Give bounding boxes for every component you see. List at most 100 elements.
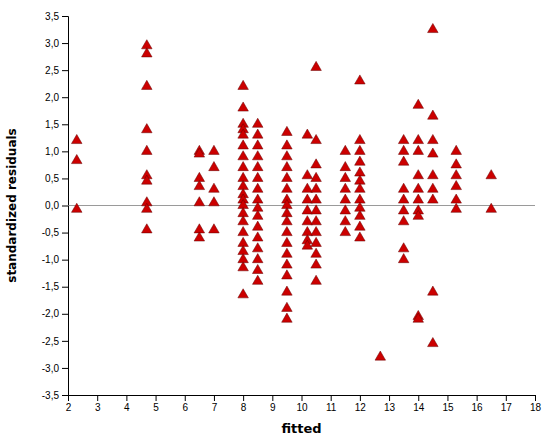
point	[340, 216, 351, 225]
point	[340, 172, 351, 181]
y-axis-title: standardized residuals	[5, 128, 19, 283]
y-tick: 2,5	[45, 65, 68, 76]
point	[282, 183, 293, 192]
point	[311, 216, 322, 225]
y-tick: 0,5	[45, 173, 68, 184]
point	[413, 183, 424, 192]
point	[282, 270, 293, 279]
point	[252, 118, 263, 127]
point	[451, 159, 462, 168]
y-tick-mark	[62, 287, 68, 288]
plot-area: 23456789101112131415161718-3,5-3,0-2,5-2…	[42, 11, 542, 413]
point	[355, 75, 366, 84]
y-axis: -3,5-3,0-2,5-2,0-1,5-1,0-0,50,00,51,01,5…	[42, 11, 69, 401]
point	[451, 170, 462, 179]
point	[398, 183, 409, 192]
y-tick-mark	[62, 97, 68, 98]
y-tick-label: -3,5	[42, 390, 60, 401]
x-tick: 4	[124, 395, 130, 413]
x-tick-mark	[331, 395, 332, 401]
point	[238, 129, 249, 138]
point	[209, 224, 220, 233]
y-tick: -2,5	[42, 336, 68, 347]
y-tick-mark	[62, 16, 68, 17]
point	[340, 194, 351, 203]
y-tick-label: 3,5	[45, 11, 59, 22]
point	[451, 145, 462, 154]
point	[252, 210, 263, 219]
point	[209, 145, 220, 154]
point	[71, 203, 82, 212]
x-tick: 14	[413, 395, 425, 413]
point	[413, 99, 424, 108]
y-tick-label: 3,0	[45, 38, 59, 49]
point	[428, 110, 439, 119]
point	[194, 180, 205, 189]
x-tick-mark	[360, 395, 361, 401]
y-tick: -1,0	[42, 254, 68, 265]
point	[238, 140, 249, 149]
point	[252, 232, 263, 241]
x-tick: 16	[472, 395, 484, 413]
y-tick-mark	[62, 151, 68, 152]
y-tick: -3,0	[42, 363, 68, 374]
x-tick-label: 2	[66, 402, 72, 413]
y-tick: -0,5	[42, 227, 68, 238]
x-tick: 15	[442, 395, 454, 413]
y-tick-mark	[62, 43, 68, 44]
y-axis-line	[62, 17, 69, 396]
y-tick: -3,5	[42, 390, 68, 401]
x-tick-mark	[302, 395, 303, 401]
x-tick-label: 13	[384, 402, 396, 413]
x-tick-mark	[126, 395, 127, 401]
x-tick: 5	[153, 395, 159, 413]
x-tick: 13	[384, 395, 396, 413]
point	[311, 237, 322, 246]
point	[340, 183, 351, 192]
point	[142, 224, 153, 233]
point	[252, 151, 263, 160]
point	[428, 183, 439, 192]
point	[252, 129, 263, 138]
x-tick: 10	[296, 395, 308, 413]
x-tick-label: 7	[212, 402, 218, 413]
x-tick: 9	[270, 395, 276, 413]
x-tick-mark	[447, 395, 448, 401]
point	[413, 134, 424, 143]
y-tick-mark	[62, 341, 68, 342]
x-tick: 3	[95, 395, 101, 413]
point	[282, 151, 293, 160]
zero-line	[68, 205, 535, 206]
x-tick-label: 18	[530, 402, 542, 413]
point	[311, 194, 322, 203]
point	[194, 197, 205, 206]
x-tick-label: 10	[296, 402, 308, 413]
point	[355, 221, 366, 230]
point	[282, 248, 293, 257]
point	[282, 172, 293, 181]
chart: 23456789101112131415161718-3,5-3,0-2,5-2…	[0, 0, 553, 443]
point	[252, 172, 263, 181]
point	[311, 183, 322, 192]
y-tick-label: 2,5	[45, 65, 59, 76]
point	[413, 313, 424, 322]
x-tick-label: 9	[270, 402, 276, 413]
x-tick: 8	[241, 395, 247, 413]
point	[451, 180, 462, 189]
point	[340, 226, 351, 235]
x-tick-label: 16	[472, 402, 484, 413]
point	[142, 48, 153, 57]
y-tick-label: -1,0	[42, 254, 60, 265]
y-tick-label: 1,5	[45, 119, 59, 130]
point	[302, 129, 313, 138]
x-tick-label: 6	[182, 402, 188, 413]
point	[252, 140, 263, 149]
x-tick: 18	[530, 395, 542, 413]
x-tick: 6	[182, 395, 188, 413]
y-tick: 3,0	[45, 38, 68, 49]
point	[194, 232, 205, 241]
point	[398, 134, 409, 143]
point	[238, 151, 249, 160]
point	[252, 264, 263, 273]
point	[413, 145, 424, 154]
